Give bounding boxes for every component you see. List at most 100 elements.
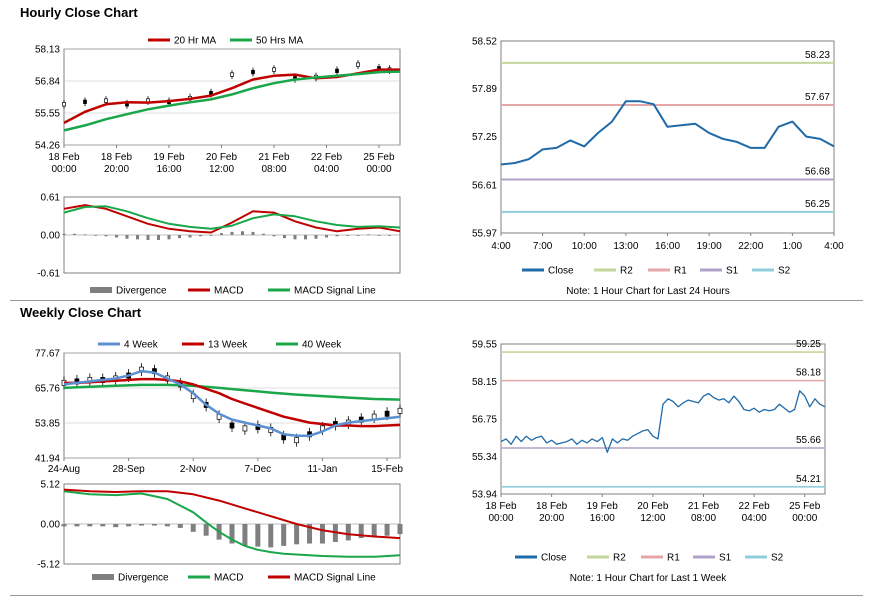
hourly-macd-divergence-bar (125, 235, 129, 239)
weekly-price-x-tick-label: 7-Dec (245, 464, 272, 475)
close-1w-s1-level-label: 55.66 (796, 435, 821, 446)
close-24h-x-tick-label: 4:00 (491, 241, 511, 252)
close-24h-r1-level-label: 57.67 (805, 92, 830, 103)
weekly-macd-divergence-bar (294, 524, 300, 545)
hourly-price-50hrs-ma-legend-label: 50 Hrs MA (256, 36, 304, 47)
hourly-price-x-tick-label: 00:00 (51, 164, 76, 175)
weekly-macd-divergence-bar (164, 524, 170, 527)
close-24h-close-legend-label: Close (548, 266, 574, 277)
hourly-macd-divergence-bar (356, 235, 360, 236)
weekly-price-13-week-line (64, 377, 401, 428)
close-1w-x-tick-label: 00:00 (792, 513, 817, 524)
weekly-macd-divergence-bar (100, 524, 106, 527)
close-1w-x-tick-label: 22 Feb (739, 501, 771, 512)
weekly-macd-macd-legend-label: MACD (214, 573, 243, 584)
hourly-price-x-tick-label: 22 Feb (311, 152, 343, 163)
close-1w-y-tick-label: 59.55 (472, 340, 497, 351)
hourly-macd-divergence-bar (209, 235, 213, 236)
hourly-macd-divergence-bar (251, 231, 255, 235)
weekly-price-x-tick-label: 11-Jan (308, 464, 338, 475)
hourly-macd-y-tick-label: -0.61 (37, 269, 60, 280)
hourly-price-y-tick-label: 58.13 (35, 45, 60, 56)
hourly-macd-divergence-bar (73, 233, 76, 235)
hourly-macd-divergence-bar (283, 235, 286, 239)
hourly-macd-divergence-bar (178, 235, 181, 239)
weekly-macd-divergence-bar (255, 524, 261, 547)
close-1w-x-tick-label: 18 Feb (536, 501, 568, 512)
hourly-macd-divergence-bar (262, 233, 265, 235)
close-24h-x-tick-label: 1:00 (783, 241, 803, 252)
hourly-price-y-tick-label: 55.55 (35, 109, 60, 120)
hourly-price-20hr-ma-legend-label: 20 Hr MA (174, 36, 217, 47)
hourly-macd-divergence-bar (167, 235, 171, 240)
hourly-price-plot-area (63, 48, 401, 146)
weekly-macd-divergence-bar (151, 524, 157, 526)
weekly-macd-signal-legend-label: MACD Signal Line (294, 573, 376, 584)
close-24h-r2-legend-label: R2 (620, 266, 633, 277)
hourly-macd-divergence-bar (346, 235, 349, 236)
close-24h-s1-level-label: 56.68 (805, 167, 830, 178)
close-1w-close-line (500, 390, 826, 453)
weekly-price-4-week-legend-label: 4 Week (124, 340, 159, 351)
weekly-macd-y-tick-label: 5.12 (41, 480, 61, 491)
close-24h-y-tick-label: 57.89 (472, 84, 497, 95)
weekly-macd-divergence-bar (397, 524, 403, 535)
hourly-macd-divergence-bar (314, 235, 318, 239)
hourly-price-candle-body (356, 62, 360, 67)
weekly-macd-divergence-legend-label: Divergence (118, 573, 169, 584)
weekly-macd-macd-signal-line-line (63, 488, 401, 540)
section-divider (10, 300, 863, 301)
hourly-price-candle-body (62, 102, 66, 107)
hourly-macd-divergence-bar (94, 235, 97, 236)
hourly-macd-divergence-legend-label: Divergence (116, 286, 167, 297)
weekly-price-4-week-line (63, 369, 401, 438)
weekly-macd-divergence-bar (345, 524, 351, 541)
hourly-price-x-tick-label: 20 Feb (206, 152, 238, 163)
hourly-macd-divergence-bar (241, 231, 244, 235)
hourly-price-x-tick-label: 00:00 (366, 164, 391, 175)
close-24h-r1-legend-label: R1 (674, 266, 687, 277)
weekly-macd-divergence-bar (242, 524, 248, 546)
close-24h-s2-level-label: 56.25 (805, 199, 830, 210)
weekly-macd-divergence-bar (319, 524, 325, 544)
close-1w-r1-legend-label: R1 (667, 553, 680, 564)
close-1w-x-tick-label: 20:00 (539, 513, 564, 524)
close-24h-x-tick-label: 16:00 (655, 241, 680, 252)
weekly-price-y-tick-label: 77.67 (35, 349, 60, 360)
close-1w-note: Note: 1 Hour Chart for Last 1 Week (570, 573, 728, 584)
weekly-price-plot-area (63, 352, 401, 459)
weekly-price-candle-body (397, 407, 403, 414)
hourly-macd-macd-legend-label: MACD (214, 286, 243, 297)
hourly-macd-divergence-bar (104, 235, 108, 237)
hourly-macd-signal-legend-label: MACD Signal Line (294, 286, 376, 297)
hourly-price-x-tick-label: 19 Feb (153, 152, 185, 163)
close-24h-x-tick-label: 19:00 (697, 241, 722, 252)
weekly-macd-divergence-bar (268, 524, 274, 548)
hourly-macd-divergence-bar (293, 235, 297, 240)
close-1w-s2-legend-label: S2 (771, 553, 784, 564)
weekly-macd-divergence-bar (307, 524, 313, 544)
hourly-macd-divergence-bar (388, 235, 391, 236)
hourly-macd-divergence-bar (146, 235, 150, 240)
hourly-price-x-tick-label: 21 Feb (258, 152, 290, 163)
weekly-macd-y-tick-label: 0.00 (41, 520, 61, 531)
close-24h-x-tick-label: 7:00 (533, 241, 553, 252)
close-1w-x-tick-label: 16:00 (590, 513, 615, 524)
close-24h-s1-legend-label: S1 (726, 266, 739, 277)
close-24h-x-tick-label: 13:00 (613, 241, 638, 252)
weekly-macd-y-tick-label: -5.12 (37, 560, 60, 571)
hourly-macd-divergence-bar (220, 233, 223, 235)
hourly-price-candle-body (335, 68, 339, 73)
close-1w-y-tick-label: 58.15 (472, 377, 497, 388)
close-1w-x-tick-label: 20 Feb (637, 501, 669, 512)
hourly-price-x-tick-label: 04:00 (314, 164, 339, 175)
weekly-macd-divergence-bar (61, 524, 67, 527)
close-24h-x-tick-label: 4:00 (824, 241, 844, 252)
weekly-macd-divergence-bar (371, 524, 377, 537)
weekly-price-x-tick-label: 2-Nov (180, 464, 207, 475)
weekly-macd-divergence-bar (281, 524, 287, 546)
close-1w-r2-legend-label: R2 (613, 553, 626, 564)
hourly-macd-divergence-bar (325, 235, 328, 238)
hourly-price-x-tick-label: 20:00 (104, 164, 129, 175)
close-1w-x-tick-label: 18 Feb (485, 501, 517, 512)
